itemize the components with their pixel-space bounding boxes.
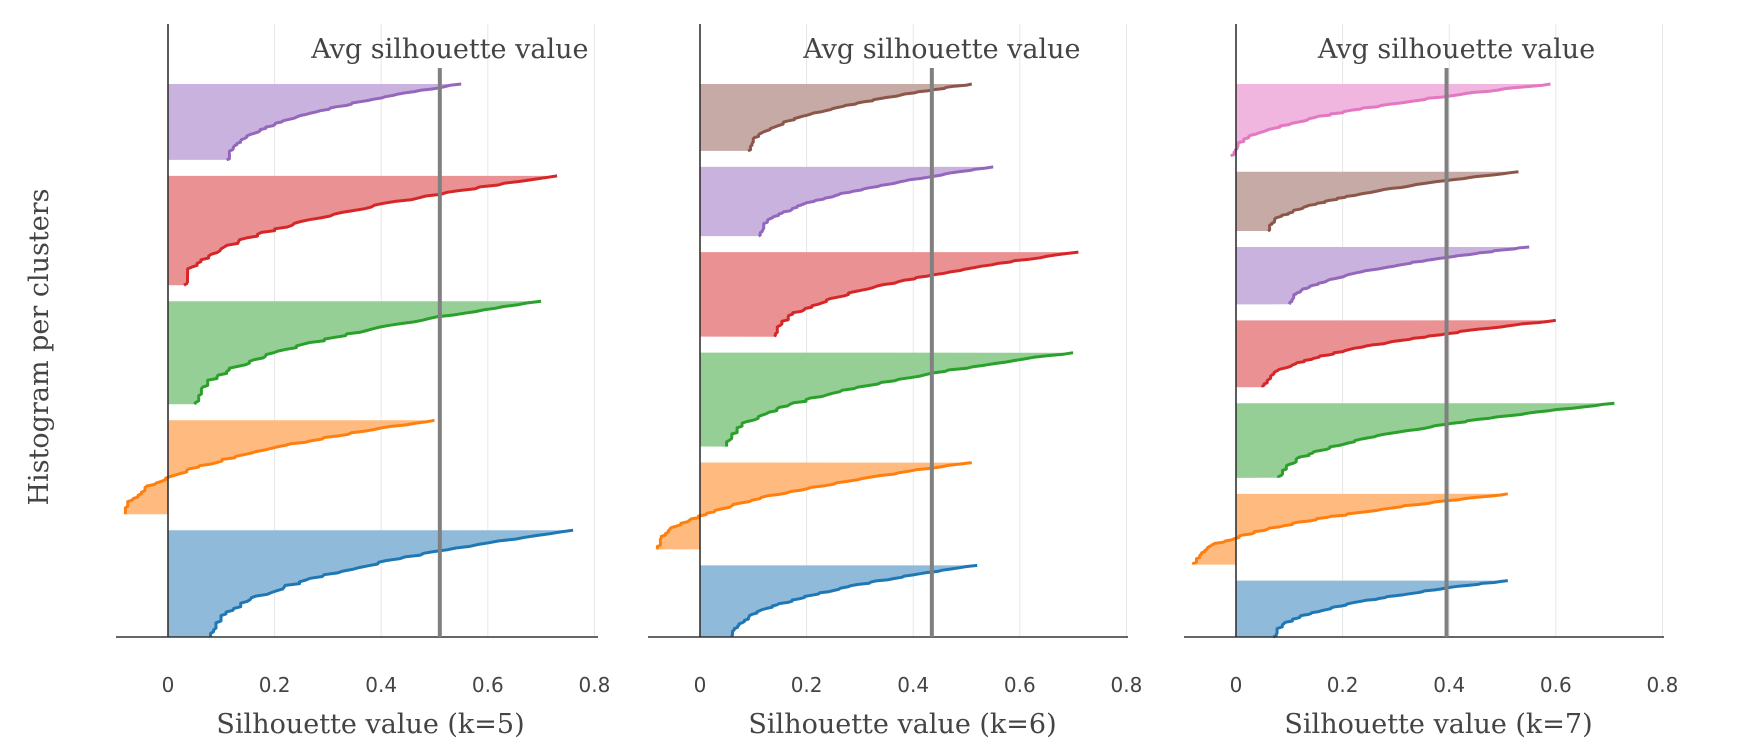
cluster-fill bbox=[168, 175, 558, 286]
y-axis-title: Histogram per clusters bbox=[24, 189, 55, 506]
cluster-0 bbox=[168, 528, 574, 637]
cluster-fill bbox=[168, 530, 574, 637]
cluster-curve bbox=[1277, 401, 1615, 479]
cluster-fill bbox=[700, 166, 994, 237]
x-tick-label: 0.6 bbox=[472, 673, 504, 697]
cluster-0 bbox=[700, 563, 978, 638]
cluster-fill bbox=[1236, 246, 1530, 305]
cluster-6 bbox=[1230, 82, 1551, 158]
cluster-fill bbox=[700, 252, 1079, 337]
cluster-curve bbox=[193, 299, 542, 406]
x-tick-label: 0.4 bbox=[897, 673, 929, 697]
cluster-curve bbox=[730, 563, 978, 638]
subplot-k7: 0 0.2 0.4 0.6 0.8 Avg silhouette value Silhoue… bbox=[1184, 24, 1678, 740]
avg-annotation: Avg silhouette value bbox=[802, 34, 1080, 65]
cluster-fill bbox=[700, 84, 972, 151]
cluster-curve bbox=[1272, 579, 1508, 639]
cluster-curve bbox=[757, 165, 994, 238]
cluster-2 bbox=[1236, 401, 1615, 479]
cluster-curve bbox=[747, 82, 973, 153]
cluster-2 bbox=[168, 299, 542, 406]
cluster-fill bbox=[1193, 493, 1508, 565]
cluster-curve bbox=[773, 250, 1079, 338]
cluster-fill bbox=[1236, 580, 1508, 637]
cluster-fill bbox=[168, 301, 542, 405]
x-tick-label: 0.6 bbox=[1004, 673, 1036, 697]
cluster-3 bbox=[168, 174, 558, 287]
cluster-curve bbox=[655, 461, 972, 550]
cluster-5 bbox=[1236, 170, 1519, 233]
x-tick-label: 0.2 bbox=[259, 673, 291, 697]
cluster-curve bbox=[1267, 170, 1519, 233]
x-tick-label: 0.8 bbox=[578, 673, 610, 697]
cluster-fill bbox=[125, 420, 435, 515]
x-tick-label: 0 bbox=[1230, 673, 1243, 697]
x-tick-label: 0.4 bbox=[365, 673, 397, 697]
cluster-curve bbox=[1287, 245, 1530, 306]
cluster-curve bbox=[123, 418, 435, 515]
cluster-curve bbox=[209, 528, 574, 637]
x-tick-label: 0.2 bbox=[791, 673, 823, 697]
x-axis-title: Silhouette value (k=5) bbox=[216, 709, 524, 740]
cluster-fill bbox=[1236, 320, 1556, 388]
cluster-1 bbox=[1191, 492, 1509, 565]
x-tick-label: 0.2 bbox=[1327, 673, 1359, 697]
cluster-curve bbox=[1230, 82, 1551, 158]
cluster-4 bbox=[700, 165, 994, 238]
cluster-fill bbox=[168, 84, 462, 160]
cluster-4 bbox=[1236, 245, 1530, 306]
cluster-3 bbox=[700, 250, 1079, 338]
subplot-k6: 0 0.2 0.4 0.6 0.8 Avg silhouette value Silhoue… bbox=[648, 24, 1142, 740]
subplot-panels: 0 0.2 0.4 0.6 0.8 Avg silhouette value Silhoue… bbox=[116, 24, 1678, 740]
cluster-5 bbox=[700, 82, 973, 153]
cluster-curve bbox=[226, 82, 462, 162]
cluster-fill bbox=[700, 565, 978, 637]
cluster-fill bbox=[1236, 171, 1519, 231]
avg-annotation: Avg silhouette value bbox=[310, 34, 588, 65]
cluster-curve bbox=[1191, 492, 1509, 565]
x-tick-label: 0.8 bbox=[1110, 673, 1142, 697]
avg-annotation: Avg silhouette value bbox=[1317, 34, 1595, 65]
cluster-2 bbox=[700, 351, 1074, 447]
cluster-3 bbox=[1236, 318, 1557, 388]
cluster-fill bbox=[1230, 84, 1551, 156]
cluster-curve bbox=[1261, 318, 1557, 388]
x-axis-title: Silhouette value (k=6) bbox=[748, 709, 1056, 740]
x-tick-label: 0.8 bbox=[1646, 673, 1678, 697]
cluster-1 bbox=[655, 461, 972, 550]
cluster-fill bbox=[1236, 403, 1615, 478]
x-tick-label: 0.6 bbox=[1540, 673, 1572, 697]
subplot-k5: 0 0.2 0.4 0.6 0.8 Avg silhouette value Silhoue… bbox=[116, 24, 610, 740]
cluster-4 bbox=[168, 82, 462, 162]
cluster-1 bbox=[123, 418, 435, 515]
x-tick-label: 0 bbox=[694, 673, 707, 697]
cluster-0 bbox=[1236, 579, 1508, 639]
cluster-fill bbox=[657, 462, 972, 550]
cluster-fill bbox=[700, 352, 1074, 447]
x-tick-label: 0.4 bbox=[1433, 673, 1465, 697]
cluster-curve bbox=[725, 351, 1074, 447]
x-tick-label: 0 bbox=[162, 673, 175, 697]
x-axis-title: Silhouette value (k=7) bbox=[1284, 709, 1592, 740]
